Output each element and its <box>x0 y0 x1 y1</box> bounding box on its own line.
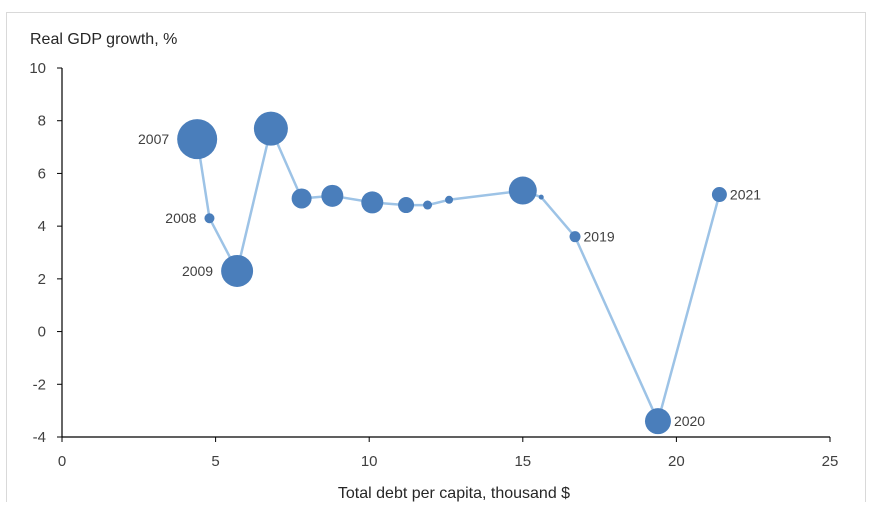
y-tick-label: 2 <box>38 271 46 288</box>
y-tick-label: 0 <box>38 324 46 341</box>
x-tick-label: 5 <box>211 453 219 470</box>
chart-frame <box>6 12 866 502</box>
data-point <box>538 194 544 200</box>
data-point <box>177 119 218 160</box>
x-tick-label: 10 <box>361 453 378 470</box>
data-point <box>221 254 254 287</box>
y-tick-label: -2 <box>33 376 46 393</box>
data-point <box>253 111 288 146</box>
x-tick-label: 15 <box>514 453 531 470</box>
x-tick-label: 20 <box>668 453 685 470</box>
data-point-label: 2021 <box>730 187 761 203</box>
connector-line <box>195 127 721 423</box>
data-point <box>445 195 454 204</box>
data-point <box>398 197 415 214</box>
data-points <box>177 111 727 435</box>
axes: -4 -2 0 2 4 6 8 10 0 5 10 15 20 25 <box>29 60 838 470</box>
y-tick-label: -4 <box>33 429 46 446</box>
data-point <box>361 191 384 214</box>
x-tick-label: 25 <box>822 453 839 470</box>
point-labels: 2007 2008 2009 2019 2020 2021 <box>138 131 761 429</box>
data-point <box>644 408 671 435</box>
data-point <box>508 176 537 205</box>
y-axis-title: Real GDP growth, % <box>30 31 177 48</box>
y-tick-label: 6 <box>38 165 46 182</box>
x-tick-label: 0 <box>58 453 66 470</box>
data-point-label: 2008 <box>165 210 196 226</box>
data-point <box>204 213 215 224</box>
data-point-label: 2019 <box>584 229 615 245</box>
data-point-label: 2007 <box>138 131 169 147</box>
x-axis-title: Total debt per capita, thousand $ <box>338 485 570 502</box>
series-line <box>195 127 721 423</box>
y-tick-label: 8 <box>38 113 46 130</box>
data-point <box>321 184 344 207</box>
y-tick-label: 10 <box>29 60 46 77</box>
data-point-label: 2009 <box>182 263 213 279</box>
data-point <box>569 231 581 243</box>
y-tick-label: 4 <box>38 218 46 235</box>
data-point <box>711 187 727 203</box>
data-point <box>291 188 312 209</box>
data-point <box>423 200 433 210</box>
data-point-label: 2020 <box>674 413 705 429</box>
